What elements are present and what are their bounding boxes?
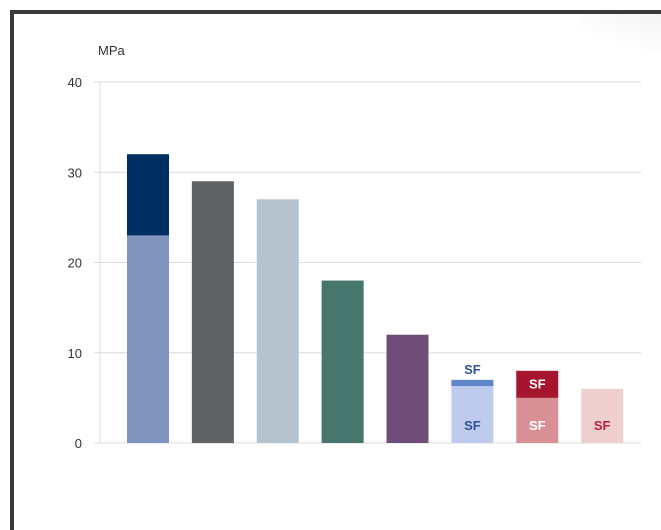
y-axis-unit-label: MPa <box>98 43 126 58</box>
y-tick-label: 20 <box>68 256 82 271</box>
bar-6-sf-label: SF <box>464 362 481 377</box>
grid-lines <box>94 81 641 444</box>
bar-5-segment-1 <box>386 334 429 443</box>
bar-8-segment-1 <box>581 388 624 443</box>
y-tick-label: 30 <box>68 165 82 180</box>
bar-1-segment-2 <box>127 154 169 236</box>
y-tick-label: 10 <box>68 346 82 361</box>
bar-8-sf-label: SF <box>594 418 611 433</box>
bar-1-segment-1 <box>127 235 169 443</box>
bar-7-sf-label: SF <box>529 418 546 433</box>
bar-2-segment-1 <box>191 181 234 443</box>
bar-6-segment-2 <box>451 379 494 387</box>
bar-3-segment-1 <box>256 199 299 443</box>
bar-7-sf-label: SF <box>529 376 546 391</box>
y-tick-label: 0 <box>75 436 82 451</box>
bar-6-segment-1 <box>451 386 494 443</box>
bars <box>127 154 624 443</box>
y-axis: 0 10 20 30 40 <box>68 75 101 451</box>
bar-labels: SF SF SF SF SF <box>464 362 610 433</box>
bar-7-segment-1 <box>516 397 559 443</box>
bar-7-segment-2 <box>516 370 559 398</box>
bar-6-sf-label: SF <box>464 418 481 433</box>
y-tick-label: 40 <box>68 75 82 90</box>
bar-chart: 0 10 20 30 40 SF SF SF SF SF MPa <box>68 43 641 451</box>
corner-glare <box>580 14 661 54</box>
bar-4-segment-1 <box>321 280 364 443</box>
